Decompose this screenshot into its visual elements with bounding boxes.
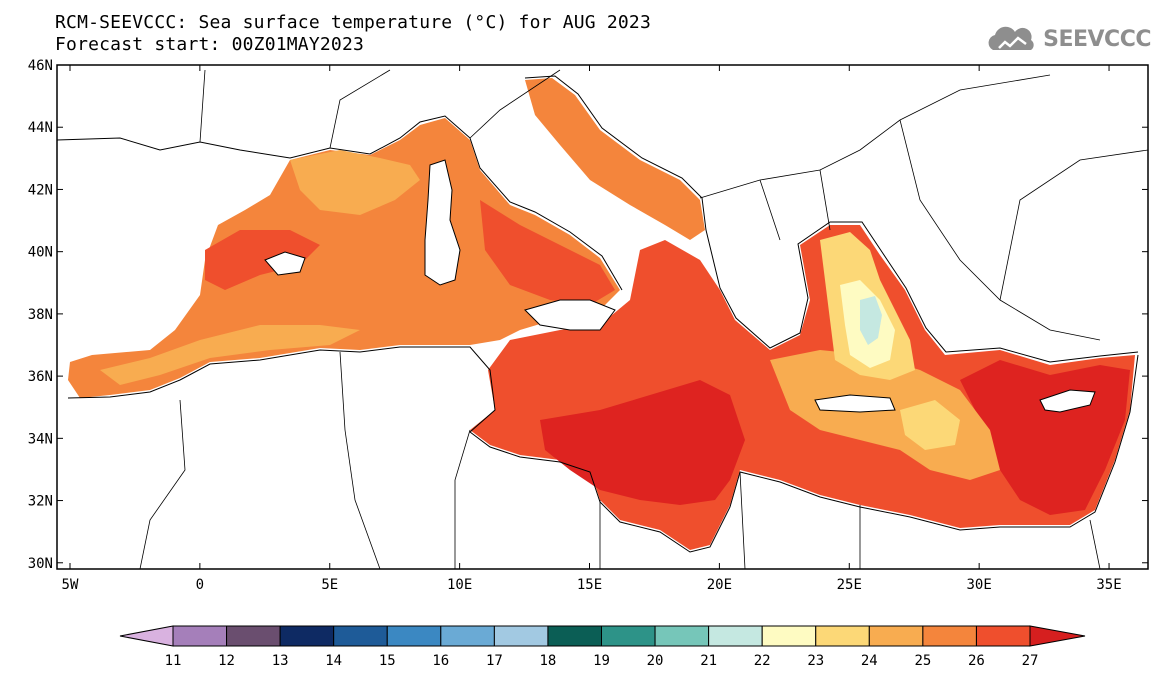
colorbar-label: 21 <box>700 653 717 669</box>
cool-band-aegean-south <box>770 350 1000 480</box>
cyprus-island <box>1039 389 1096 413</box>
lon-tick-label: 5W <box>62 577 79 593</box>
lat-tick-label: 36N <box>28 369 53 385</box>
cool-band-alboran <box>100 325 360 385</box>
lon-tick-label: 20E <box>707 577 732 593</box>
lon-tick-label: 25E <box>837 577 862 593</box>
colorbar-label: 24 <box>861 653 878 669</box>
lon-tick-label: 10E <box>447 577 472 593</box>
forecast-start-subtitle: Forecast start: 00Z01MAY2023 <box>55 34 365 55</box>
warm-core-balearic <box>205 230 320 290</box>
colorbar-label: 23 <box>807 653 824 669</box>
colorbar-label: 12 <box>218 653 235 669</box>
colorbar-swatch <box>868 625 924 647</box>
cloud-logo-icon <box>988 26 1034 50</box>
map-area <box>57 69 1148 569</box>
colorbar-swatch <box>654 625 710 647</box>
colorbar-swatch <box>547 625 602 647</box>
europe-coastline <box>57 75 1139 363</box>
lat-tick-label: 40N <box>28 245 53 261</box>
colorbar: 11 12 13 14 15 16 17 18 19 20 21 22 23 24 25 26 27 <box>119 625 1086 669</box>
colorbar-label: 14 <box>325 653 342 669</box>
colorbar-swatch <box>172 625 228 647</box>
colorbar-label: 16 <box>432 653 449 669</box>
colorbar-label: 20 <box>647 653 664 669</box>
mallorca-island <box>264 251 306 276</box>
colorbar-swatch <box>279 625 335 647</box>
colorbar-label: 22 <box>754 653 771 669</box>
colorbar-swatch <box>708 625 763 647</box>
colorbar-label: 18 <box>540 653 557 669</box>
cool-band-crete-south <box>900 400 960 450</box>
colorbar-swatch <box>493 625 549 647</box>
sicily-island <box>524 299 616 331</box>
corsica-sardinia-island <box>424 159 461 286</box>
colorbar-swatch <box>333 625 388 647</box>
colorbar-swatch <box>975 625 1031 647</box>
lat-tick-label: 30N <box>28 556 53 572</box>
crete-island <box>814 394 896 413</box>
colorbar-label: 27 <box>1022 653 1039 669</box>
colorbar-label: 17 <box>486 653 503 669</box>
colorbar-label: 15 <box>379 653 396 669</box>
colorbar-swatch <box>601 625 656 647</box>
colorbar-swatch <box>922 625 977 647</box>
colorbar-under-arrow <box>119 625 174 647</box>
colorbar-label: 13 <box>272 653 289 669</box>
cool-band-gulf-of-lion <box>290 150 420 215</box>
map-frame <box>56 64 1149 570</box>
country-borders <box>139 69 1148 569</box>
adriatic-sea <box>525 78 705 240</box>
lat-tick-label: 38N <box>28 307 53 323</box>
colorbar-label: 19 <box>593 653 610 669</box>
cool-band-dardanelles <box>860 296 882 345</box>
map-title: RCM-SEEVCCC: Sea surface temperature (°C… <box>55 12 651 33</box>
seevccc-logo: SEEVCCC <box>985 24 1151 54</box>
colorbar-swatch <box>815 625 870 647</box>
logo-text: SEEVCCC <box>1043 26 1151 52</box>
colorbar-label: 11 <box>165 653 182 669</box>
lon-tick-label: 35E <box>1096 577 1121 593</box>
lat-tick-label: 32N <box>28 494 53 510</box>
lat-tick-label: 46N <box>28 58 53 74</box>
colorbar-swatch <box>226 625 281 647</box>
west-med-sea <box>68 118 620 398</box>
africa-coastline <box>67 346 1139 553</box>
lat-tick-label: 34N <box>28 431 53 447</box>
warm-core-tyrrhenian <box>480 200 615 305</box>
lon-tick-label: 5E <box>321 577 338 593</box>
lon-tick-label: 0 <box>196 577 204 593</box>
colorbar-swatch <box>440 625 495 647</box>
colorbar-swatch <box>761 625 817 647</box>
lon-tick-label: 15E <box>577 577 602 593</box>
colorbar-label: 25 <box>914 653 931 669</box>
colorbar-label: 26 <box>968 653 985 669</box>
colorbar-swatch <box>386 625 442 647</box>
lat-tick-label: 42N <box>28 182 53 198</box>
warm-core-ionian <box>540 380 745 505</box>
colorbar-over-arrow <box>1029 625 1086 647</box>
axis-ticks: 5W 0 5E 10E 15E 20E 25E 30E 35E 46N 44N 42N 40N 38N 36… <box>28 58 1148 593</box>
lat-tick-label: 44N <box>28 120 53 136</box>
lon-tick-label: 30E <box>967 577 992 593</box>
